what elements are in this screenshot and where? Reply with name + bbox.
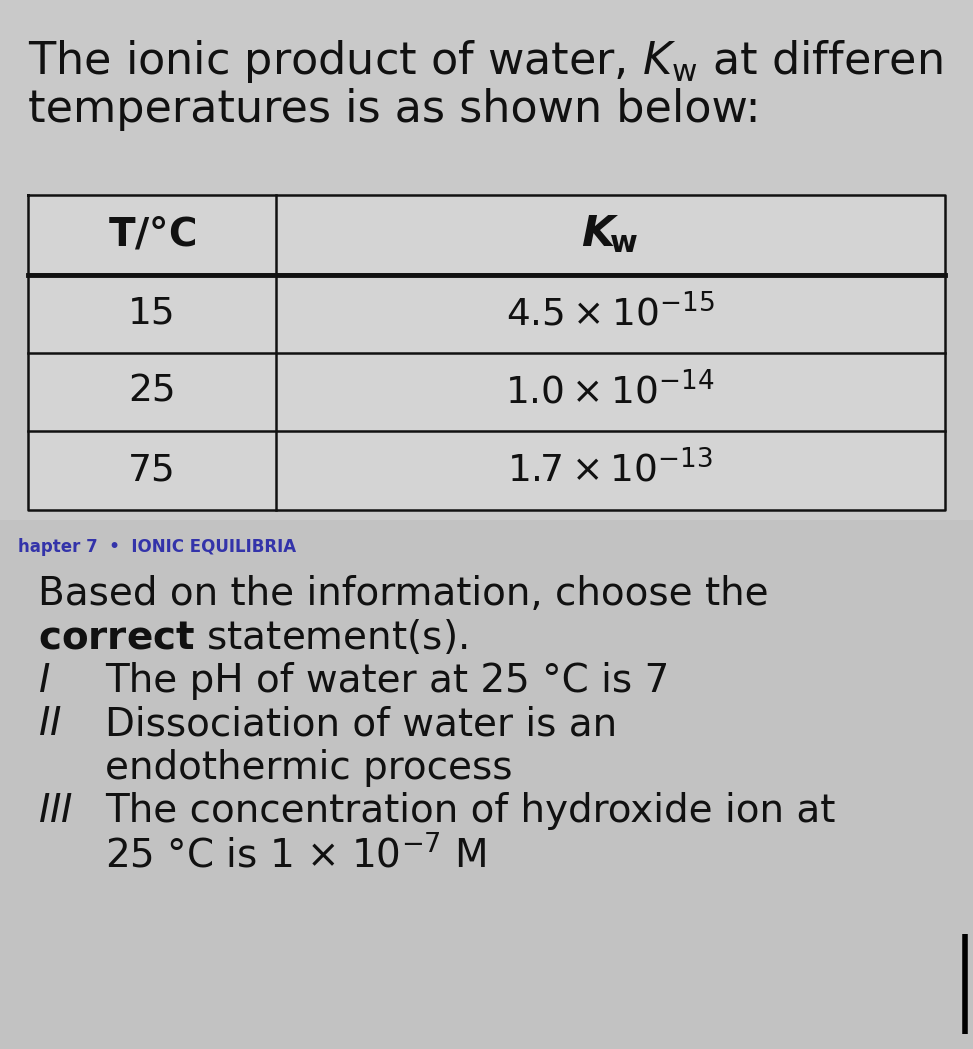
- Text: The concentration of hydroxide ion at: The concentration of hydroxide ion at: [105, 792, 836, 830]
- Text: endothermic process: endothermic process: [105, 749, 513, 787]
- Text: $\boldsymbol{K}_{\!\mathbf{w}}$: $\boldsymbol{K}_{\!\mathbf{w}}$: [582, 213, 639, 255]
- Text: 75: 75: [127, 452, 176, 489]
- Text: The ionic product of water, $K_{\mathrm{w}}$ at differen: The ionic product of water, $K_{\mathrm{…: [28, 38, 943, 85]
- Text: $4.5 \times 10^{-15}$: $4.5 \times 10^{-15}$: [506, 294, 715, 333]
- Text: $I$: $I$: [38, 662, 51, 700]
- Text: $III$: $III$: [38, 792, 73, 830]
- Text: The pH of water at 25 °C is 7: The pH of water at 25 °C is 7: [105, 662, 669, 700]
- Text: $\mathbf{T/°C}$: $\mathbf{T/°C}$: [108, 215, 196, 254]
- Text: 25: 25: [128, 373, 175, 410]
- Bar: [28, 195, 945, 510]
- Text: temperatures is as shown below:: temperatures is as shown below:: [28, 88, 761, 130]
- Text: 15: 15: [128, 295, 175, 331]
- Text: 25 °C is 1 $\times$ 10$^{-7}$ M: 25 °C is 1 $\times$ 10$^{-7}$ M: [105, 835, 486, 875]
- Text: $1.0 \times 10^{-14}$: $1.0 \times 10^{-14}$: [506, 372, 715, 412]
- Text: $\mathbf{correct}$ statement(s).: $\mathbf{correct}$ statement(s).: [38, 619, 467, 658]
- Text: Based on the information, choose the: Based on the information, choose the: [38, 575, 769, 613]
- Text: $1.7 \times 10^{-13}$: $1.7 \times 10^{-13}$: [507, 451, 713, 490]
- Text: $II$: $II$: [38, 705, 62, 743]
- Text: hapter 7  •  IONIC EQUILIBRIA: hapter 7 • IONIC EQUILIBRIA: [18, 538, 296, 556]
- Text: Dissociation of water is an: Dissociation of water is an: [105, 705, 617, 743]
- Bar: [0, 520, 973, 1049]
